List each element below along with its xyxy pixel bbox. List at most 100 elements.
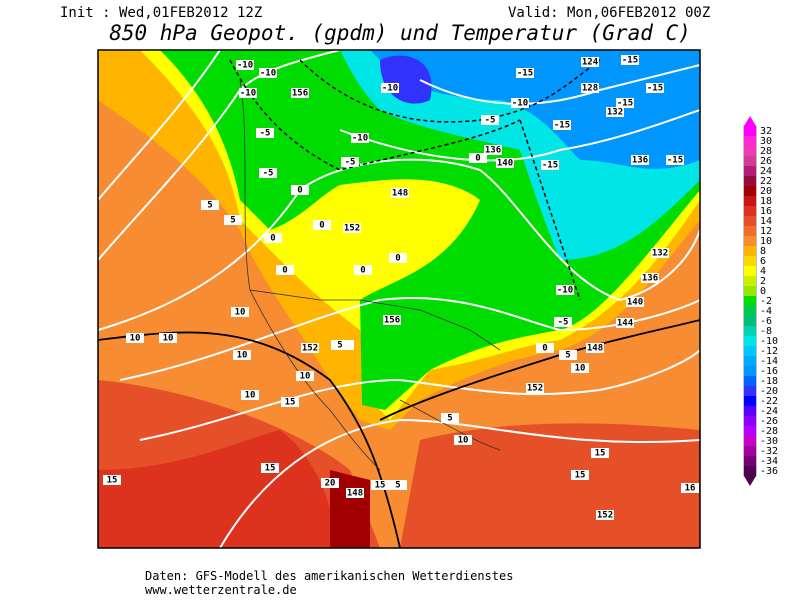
contour-label: 5 [230, 216, 235, 226]
label-box [496, 158, 514, 168]
contour-label: 0 [475, 154, 480, 164]
label-box [313, 220, 331, 230]
map [97, 49, 701, 549]
colorbar-label: 20 [760, 186, 772, 197]
contour-label: -10 [557, 286, 573, 296]
label-box [591, 448, 609, 458]
valid-time: Valid: Mon,06FEB2012 00Z [508, 5, 710, 21]
label-box [259, 168, 277, 178]
contour-label: 0 [395, 254, 400, 264]
colorbar-swatch [744, 426, 756, 436]
label-box [586, 343, 604, 353]
colorbar-swatch [744, 436, 756, 446]
colorbar-swatch [744, 236, 756, 246]
colorbar-bottom [744, 476, 756, 486]
contour-label: 0 [360, 266, 365, 276]
colorbar-label: -36 [760, 466, 778, 477]
colorbar-swatch [744, 246, 756, 256]
colorbar-swatch [744, 466, 756, 476]
colorbar-swatch [744, 456, 756, 466]
colorbar-label: -16 [760, 366, 778, 377]
contour-label: -5 [345, 158, 356, 168]
label-box [264, 233, 282, 243]
contour-label: -15 [554, 121, 570, 131]
colorbar-swatch [744, 176, 756, 186]
label-box [236, 60, 254, 70]
label-box [371, 480, 389, 490]
label-box [454, 435, 472, 445]
label-box [481, 115, 499, 125]
colorbar-swatch [744, 186, 756, 196]
colorbar-swatch [744, 376, 756, 386]
colorbar-label: 2 [760, 276, 766, 287]
label-box [571, 363, 589, 373]
contour-label: 5 [395, 481, 400, 491]
label-box [641, 273, 659, 283]
label-box [126, 333, 144, 343]
colorbar-label: -12 [760, 346, 778, 357]
label-box [666, 155, 684, 165]
label-box [536, 343, 554, 353]
colorbar-swatch [744, 296, 756, 306]
label-box [381, 83, 399, 93]
colorbar-top [744, 116, 756, 126]
contour-label: 15 [107, 476, 118, 486]
colorbar-swatch [744, 146, 756, 156]
source-text: Daten: GFS-Modell des amerikanischen Wet… [145, 569, 513, 583]
colorbar-swatch [744, 266, 756, 276]
label-box [681, 483, 699, 493]
contour-label: 15 [285, 398, 296, 408]
label-box [541, 160, 559, 170]
contour-label: 5 [565, 351, 570, 361]
colorbar-label: -28 [760, 426, 778, 437]
contour-label: 136 [632, 156, 648, 166]
contour-label: 148 [347, 489, 363, 499]
contour-label: 10 [163, 334, 174, 344]
label-box [103, 475, 121, 485]
colorbar-swatch [744, 216, 756, 226]
label-box [516, 68, 534, 78]
colorbar-swatch [744, 286, 756, 296]
contour-label: 132 [607, 108, 623, 118]
label-box [596, 510, 614, 520]
contour-label: 0 [319, 221, 324, 231]
label-box [301, 343, 319, 353]
colorbar-swatch [744, 306, 756, 316]
contour-label: 136 [642, 274, 658, 284]
colorbar-swatch [744, 406, 756, 416]
label-box [343, 223, 361, 233]
label-box [259, 68, 277, 78]
contour-label: 144 [617, 319, 634, 329]
label-box [159, 333, 177, 343]
label-box [484, 145, 502, 155]
contour-label: 15 [375, 481, 386, 491]
colorbar-label: 30 [760, 136, 772, 147]
colorbar-swatch [744, 126, 756, 136]
contour-label: -10 [237, 61, 253, 71]
contour-label: 128 [582, 84, 598, 94]
contour-label: 10 [245, 391, 256, 401]
contour-label: 156 [292, 89, 308, 99]
contour-label: -15 [622, 56, 638, 66]
label-box [354, 265, 372, 275]
label-box [281, 397, 299, 407]
colorbar-swatch [744, 136, 756, 146]
contour-label: -10 [352, 134, 368, 144]
contour-label: -10 [260, 69, 276, 79]
colorbar-label: 24 [760, 166, 772, 177]
contour-label: -5 [260, 129, 271, 139]
contour-label: 152 [302, 344, 318, 354]
contour-label: -15 [517, 69, 533, 79]
label-box [341, 157, 359, 167]
contour-label: -15 [617, 99, 633, 109]
label-box [256, 128, 274, 138]
colorbar-swatch [744, 366, 756, 376]
colorbar-label: 22 [760, 176, 772, 187]
label-box [631, 155, 649, 165]
init-time: Init : Wed,01FEB2012 12Z [60, 5, 262, 21]
label-box [581, 57, 599, 67]
colorbar-swatch [744, 396, 756, 406]
contour-label: -5 [558, 318, 569, 328]
colorbar-swatch [744, 446, 756, 456]
colorbar-swatch [744, 346, 756, 356]
